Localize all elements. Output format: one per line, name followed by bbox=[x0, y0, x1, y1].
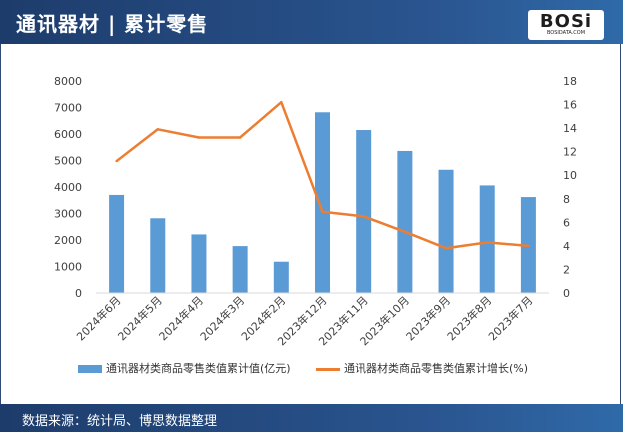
line-series bbox=[115, 100, 530, 250]
line-point bbox=[238, 136, 242, 139]
footer-bar: 数据来源：统计局、博思数据整理 bbox=[0, 404, 623, 432]
logo-subtext: BOSIDATA.COM bbox=[546, 30, 586, 36]
y-right-tick-label: 10 bbox=[563, 169, 577, 182]
chart-area: 0 1000 2000 3000 4000 5000 6000 7000 8000 0 2 4 6 8 1… bbox=[54, 75, 577, 348]
y-right-tick-label: 12 bbox=[563, 146, 577, 159]
bar bbox=[273, 261, 289, 293]
y-left-tick-label: 1000 bbox=[54, 261, 82, 274]
x-tick-label: 2023年7月 bbox=[485, 293, 535, 343]
y-left-tick-label: 2000 bbox=[54, 234, 82, 247]
y-right-tick-label: 18 bbox=[563, 75, 577, 88]
y-right-tick-label: 2 bbox=[563, 263, 570, 276]
legend-line-label: 通讯器材类商品零售类值累计增长(%) bbox=[344, 362, 529, 375]
line-point bbox=[156, 128, 159, 131]
bar bbox=[109, 194, 125, 293]
legend-line: 通讯器材类商品零售类值累计增长(%) bbox=[316, 360, 528, 376]
line-point bbox=[321, 210, 324, 213]
line-point bbox=[280, 101, 283, 104]
y-right-tick-label: 0 bbox=[563, 287, 570, 300]
bar bbox=[150, 218, 166, 293]
y-right-tick-label: 6 bbox=[563, 216, 570, 229]
y-left-tick-label: 5000 bbox=[54, 155, 82, 168]
y-left-tick-label: 4000 bbox=[54, 181, 82, 194]
data-source: 数据来源：统计局、博思数据整理 bbox=[22, 414, 218, 429]
y-left-tick-label: 6000 bbox=[54, 128, 82, 141]
y-left-tick-label: 0 bbox=[75, 287, 82, 300]
bar-series bbox=[109, 112, 536, 294]
bar bbox=[438, 169, 454, 293]
legend-bar-label: 通讯器材类商品零售类值累计值(亿元) bbox=[106, 362, 291, 375]
y-left-tick-label: 3000 bbox=[54, 208, 82, 221]
line-point bbox=[444, 247, 448, 250]
bar bbox=[397, 150, 413, 293]
header-bar: 通讯器材 | 累计零售 BOSi BOSIDATA.COM bbox=[0, 0, 623, 44]
line-point bbox=[403, 230, 407, 233]
line-point bbox=[115, 159, 118, 163]
y-left-tick-label: 8000 bbox=[54, 75, 82, 88]
y-right-tick-label: 14 bbox=[563, 122, 577, 135]
bar bbox=[191, 234, 207, 293]
bar bbox=[356, 130, 372, 293]
line-point bbox=[527, 244, 530, 248]
legend-bar-swatch bbox=[78, 365, 102, 373]
line-point bbox=[362, 215, 365, 218]
logo-text: BOSi bbox=[539, 11, 593, 32]
y-right-tick-label: 4 bbox=[563, 240, 570, 253]
line-point bbox=[486, 241, 489, 244]
y-right-tick-label: 8 bbox=[563, 193, 570, 206]
bar bbox=[232, 246, 248, 293]
legend-bar: 通讯器材类商品零售类值累计值(亿元) bbox=[78, 360, 291, 376]
left-axis: 0 1000 2000 3000 4000 5000 6000 7000 8000 bbox=[54, 75, 82, 300]
legend-line-swatch bbox=[316, 367, 340, 371]
bosi-logo: BOSi BOSIDATA.COM bbox=[528, 10, 604, 40]
y-right-tick-label: 16 bbox=[563, 99, 577, 112]
right-axis: 0 2 4 6 8 10 12 14 16 18 bbox=[563, 75, 577, 300]
bar bbox=[479, 185, 495, 293]
line-point bbox=[197, 136, 201, 139]
x-axis-labels: 2024年6月2024年5月2024年4月2024年3月2024年2月2023年… bbox=[74, 292, 549, 348]
bar bbox=[315, 112, 330, 294]
y-left-tick-label: 7000 bbox=[54, 102, 82, 115]
page-title: 通讯器材 | 累计零售 bbox=[16, 12, 209, 36]
